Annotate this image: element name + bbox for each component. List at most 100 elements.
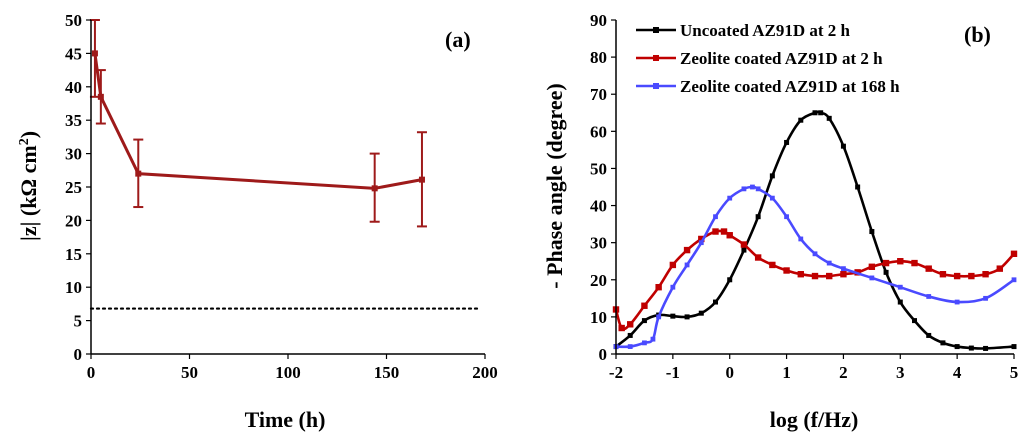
data-point-zeolite-coated-az91d-at-2-h [939, 271, 947, 278]
data-point-zeolite-coated-az91d-at-2-h [769, 261, 776, 269]
panel-b-y-tick-label: 40 [590, 197, 607, 216]
data-point-uncoated-az91d-at-2-h [883, 269, 889, 275]
data-point-zeolite-coated-az91d-at-2-h [720, 228, 728, 235]
data-point-zeolite-coated-az91d-at-2-h [1010, 250, 1018, 257]
data-point-zeolite-coated-az91d-at-2-h [868, 263, 876, 270]
data-point-uncoated-az91d-at-2-h [869, 229, 875, 235]
data-point-zeolite-coated-az91d-at-2-h [953, 272, 961, 280]
data-point-uncoated-az91d-at-2-h [784, 139, 790, 145]
data-point-zeolite-coated-az91d-at-168-h [897, 284, 903, 290]
data-point [371, 185, 378, 192]
data-point-uncoated-az91d-at-2-h [983, 345, 989, 351]
data-point-uncoated-az91d-at-2-h [627, 332, 633, 338]
panel-a-y-tick-label: 45 [65, 44, 82, 63]
data-point-zeolite-coated-az91d-at-168-h [750, 184, 755, 190]
data-point-uncoated-az91d-at-2-h [713, 299, 718, 305]
data-point-zeolite-coated-az91d-at-168-h [650, 336, 656, 342]
data-point-uncoated-az91d-at-2-h [826, 115, 832, 121]
panel-a-y-axis-title-main: |z| (kΩ cm [16, 145, 41, 241]
panel-b-data-marks [612, 110, 1018, 351]
data-point-zeolite-coated-az91d-at-2-h [740, 241, 748, 248]
panel-a-y-tick-label: 50 [65, 11, 82, 30]
data-point-zeolite-coated-az91d-at-2-h [996, 265, 1003, 272]
data-point-uncoated-az91d-at-2-h [641, 318, 647, 324]
panel-a-x-tick-label: 50 [181, 363, 198, 382]
panel-b-y-tick-label: 10 [590, 308, 607, 327]
series-line-uncoated-az91d-at-2-h [615, 110, 1015, 350]
data-point-uncoated-az91d-at-2-h [926, 332, 932, 338]
data-point-zeolite-coated-az91d-at-2-h [712, 228, 719, 235]
panel-b-x-tick-label: 5 [1010, 363, 1019, 382]
data-point [97, 93, 104, 100]
data-point-zeolite-coated-az91d-at-2-h [826, 272, 833, 280]
panel-a-x-tick-label: 0 [87, 363, 96, 382]
panel-a-y-tick-label: 30 [65, 145, 82, 164]
data-point-zeolite-coated-az91d-at-2-h [897, 258, 904, 265]
data-point-zeolite-coated-az91d-at-168-h [826, 260, 832, 266]
data-point-uncoated-az91d-at-2-h [812, 110, 818, 116]
panel-b-y-tick-label: 60 [590, 122, 607, 141]
data-point-uncoated-az91d-at-2-h [912, 318, 917, 324]
data-point-zeolite-coated-az91d-at-2-h [968, 272, 975, 280]
panel-a-x-tick-label: 200 [472, 363, 498, 382]
panel-a-tag: (a) [445, 27, 471, 52]
data-point [418, 176, 425, 183]
panel-a-y-tick-label: 5 [74, 312, 83, 331]
data-point-zeolite-coated-az91d-at-168-h [798, 236, 804, 242]
panel-b-y-tick-label: 70 [590, 85, 607, 104]
data-point-uncoated-az91d-at-2-h [855, 184, 861, 190]
panel-a-tick-labels: 0 50 100 150 200 0 5 10 15 20 25 30 35 40 45 50 [65, 11, 498, 382]
data-point-zeolite-coated-az91d-at-168-h [926, 294, 932, 299]
panel-b-x-tick-label: 1 [782, 363, 791, 382]
impedance-series-line [93, 53, 423, 190]
panel-b-y-tick-label: 50 [590, 159, 607, 178]
panel-b-tag: (b) [964, 22, 991, 47]
data-point-zeolite-coated-az91d-at-168-h [713, 214, 718, 220]
data-point-uncoated-az91d-at-2-h [968, 345, 974, 351]
data-point-zeolite-coated-az91d-at-168-h [841, 266, 846, 272]
panel-b-axes [611, 19, 1015, 359]
data-point-zeolite-coated-az91d-at-168-h [755, 186, 761, 192]
data-point-zeolite-coated-az91d-at-2-h [783, 267, 790, 274]
panel-b-x-tick-label: 4 [953, 363, 962, 382]
data-point-zeolite-coated-az91d-at-2-h [797, 271, 804, 278]
data-point-uncoated-az91d-at-2-h [840, 143, 846, 149]
data-point-zeolite-coated-az91d-at-168-h [656, 314, 662, 320]
panel-a-x-tick-label: 150 [374, 363, 400, 382]
panel-b-x-tick-label: 3 [896, 363, 905, 382]
data-point-zeolite-coated-az91d-at-2-h [627, 321, 634, 328]
panel-a-y-tick-label: 40 [65, 78, 82, 97]
data-point-zeolite-coated-az91d-at-2-h [925, 265, 932, 272]
data-point-uncoated-az91d-at-2-h [769, 173, 775, 179]
panel-a-y-tick-label: 20 [65, 211, 82, 230]
legend-swatch-marker [653, 27, 659, 33]
panel-a-y-axis-title: |z| (kΩ cm2) [16, 131, 41, 241]
panel-b-x-tick-label: -1 [666, 363, 680, 382]
data-point-zeolite-coated-az91d-at-2-h [669, 261, 677, 269]
data-point-uncoated-az91d-at-2-h [940, 340, 946, 346]
data-point-zeolite-coated-az91d-at-168-h [869, 275, 875, 281]
data-point-zeolite-coated-az91d-at-2-h [618, 324, 625, 332]
panel-a-y-tick-label: 15 [65, 245, 82, 264]
panel-a-y-tick-label: 0 [74, 345, 83, 364]
data-point-zeolite-coated-az91d-at-2-h [982, 271, 989, 278]
data-point-uncoated-az91d-at-2-h [954, 344, 960, 350]
panel-a-axes [86, 19, 486, 359]
data-point-zeolite-coated-az91d-at-168-h [812, 251, 818, 257]
panel-b-y-axis-title: - Phase angle (degree) [542, 83, 567, 289]
data-point-uncoated-az91d-at-2-h [755, 214, 761, 220]
panel-a-x-axis-title: Time (h) [245, 407, 326, 432]
data-point-zeolite-coated-az91d-at-168-h [741, 186, 747, 192]
panel-a-y-axis-title-sup: 2 [17, 138, 32, 145]
data-point [91, 50, 98, 57]
data-point-uncoated-az91d-at-2-h [684, 314, 690, 320]
legend-label: Zeolite coated AZ91D at 2 h [680, 49, 883, 68]
legend-label: Uncoated AZ91D at 2 h [680, 21, 851, 40]
panel-b-y-tick-label: 0 [599, 345, 608, 364]
data-point-zeolite-coated-az91d-at-168-h [784, 214, 789, 220]
panel-a-impedance-chart: 0 50 100 150 200 0 5 10 15 20 25 30 35 40 45 50 (a) Tim… [16, 11, 498, 432]
panel-b-y-tick-label: 80 [590, 48, 607, 67]
panel-b-legend: Uncoated AZ91D at 2 h Zeolite coated AZ91… [636, 21, 900, 96]
legend-swatch-marker [653, 83, 659, 89]
data-point-zeolite-coated-az91d-at-168-h [1011, 277, 1017, 283]
